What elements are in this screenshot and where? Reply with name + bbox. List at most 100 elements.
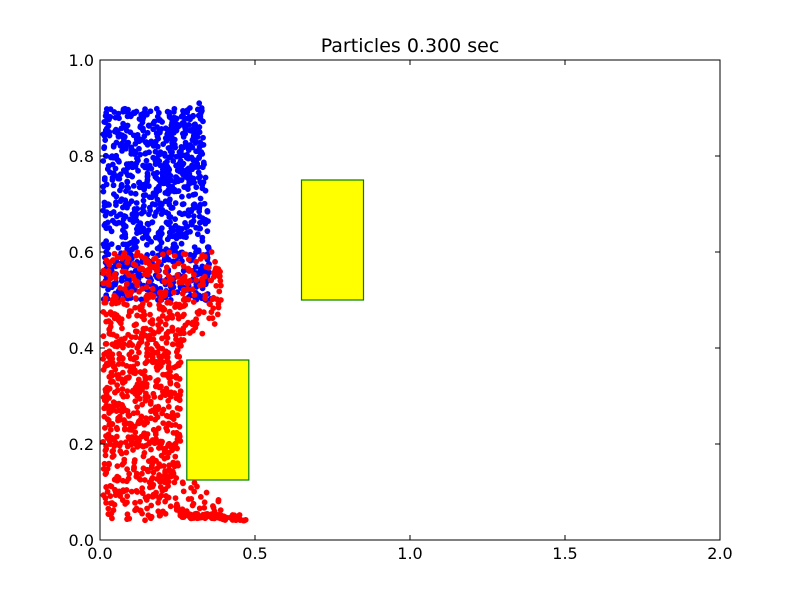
particle-0-fill-668: [135, 271, 142, 278]
particle-1-fill-696: [152, 429, 159, 436]
particle-1-fill-773: [150, 294, 156, 300]
particle-1-fill-240: [124, 270, 131, 277]
particle-1-fill-767: [138, 265, 145, 272]
particle-1-fill-613: [175, 360, 182, 367]
particle-1-fill-705: [136, 395, 143, 402]
particle-0-fill-479: [105, 251, 112, 258]
particle-1-fill-408: [101, 405, 108, 412]
particle-1-fill-832: [210, 274, 217, 280]
particle-1-fill-140: [165, 403, 172, 410]
particle-1-fill-874: [145, 493, 152, 500]
particle-1-fill-899: [110, 447, 117, 454]
particle-0-fill-553: [152, 156, 159, 162]
particle-0-fill-850: [122, 197, 129, 204]
particle-0-fill-326: [143, 241, 150, 248]
particle-0-fill-524: [135, 167, 141, 174]
particle-1-fill-837: [166, 249, 173, 256]
particle-0-fill-673: [131, 206, 138, 212]
particle-0-fill-821: [193, 224, 200, 231]
particle-1-fill-747: [209, 315, 216, 322]
particle-1-fill-885: [155, 328, 162, 335]
particle-0-fill-379: [192, 121, 198, 128]
particle-0-fill-875: [115, 219, 122, 226]
particle-0-fill-886: [140, 125, 146, 132]
particle-1-fill-561: [174, 382, 181, 389]
particle-1-fill-678: [174, 445, 180, 452]
y-tick-label-2: 0.4: [69, 339, 94, 358]
particle-1-fill-284: [116, 400, 122, 407]
particle-0-fill-884: [178, 166, 185, 173]
particle-0-fill-554: [125, 106, 131, 113]
particle-1-fill-818: [213, 282, 220, 289]
particle-0-fill-35: [172, 200, 179, 206]
particle-0-fill-637: [196, 124, 203, 130]
particle-1-fill-401: [167, 503, 174, 510]
particle-1-fill-774: [139, 304, 145, 310]
particle-0-fill-705: [173, 162, 179, 169]
particle-1-fill-821: [156, 512, 163, 519]
particle-1-fill-888: [214, 296, 220, 303]
particle-1-fill-427: [185, 256, 192, 263]
particle-0-fill-843: [124, 113, 131, 120]
particle-1-fill-794: [201, 499, 208, 506]
particle-1-fill-870: [105, 354, 112, 360]
particle-0-fill-887: [183, 224, 190, 231]
particle-0-fill-844: [108, 210, 114, 217]
particle-1-fill-685: [153, 378, 160, 385]
particle-0-fill-577: [163, 219, 170, 226]
particle-0-fill-868: [181, 115, 188, 122]
particle-1-fill-203: [144, 505, 150, 512]
particle-1-21: [214, 311, 221, 318]
particle-0-fill-619: [145, 122, 152, 129]
particle-1-fill-765: [161, 351, 168, 357]
particle-1-fill-734: [161, 455, 168, 462]
particle-0-fill-313: [115, 244, 122, 251]
particle-0-fill-360: [142, 192, 149, 198]
particle-1-fill-867: [114, 491, 121, 498]
particle-0-fill-755: [158, 230, 165, 237]
particle-0-fill-644: [106, 201, 112, 208]
particle-1-fill-776: [172, 453, 179, 460]
particle-0-fill-791: [145, 183, 152, 189]
particle-1-fill-174: [124, 388, 131, 394]
particle-1-fill-796: [120, 341, 127, 347]
particle-1-fill-869: [216, 288, 223, 295]
particle-1-fill-416: [202, 295, 209, 302]
particle-0-fill-811: [123, 145, 129, 152]
particle-0-fill-870: [190, 134, 197, 141]
particle-1-fill-698: [215, 498, 222, 505]
particle-0-fill-840: [146, 164, 153, 171]
particle-1-fill-724: [203, 264, 210, 270]
particle-0-fill-801: [179, 120, 186, 126]
particle-0-fill-574: [179, 201, 186, 208]
particle-0-fill-835: [169, 204, 176, 211]
particle-0-fill-792: [202, 220, 209, 227]
particle-0-fill-891: [106, 132, 113, 139]
particle-0-fill-783: [182, 141, 189, 148]
particle-1-fill-575: [132, 429, 139, 436]
particle-1-fill-718: [105, 431, 112, 438]
particle-0-fill-137: [200, 134, 206, 141]
series-layer: [100, 100, 249, 524]
particle-1-fill-5: [137, 498, 144, 505]
particle-0-fill-825: [152, 140, 158, 147]
particle-0-fill-851: [164, 163, 171, 170]
particle-0-7: [196, 100, 203, 107]
x-tick-label-3: 1.5: [552, 544, 577, 563]
particle-0-fill-861: [200, 159, 207, 166]
particle-0-fill-523: [173, 176, 180, 182]
particle-1-fill-559: [131, 322, 138, 329]
particle-0-fill-646: [100, 183, 107, 190]
particle-1-fill-739: [129, 439, 136, 446]
particle-0-fill-335: [158, 211, 165, 217]
particle-0-fill-765: [157, 201, 164, 208]
particle-1-fill-523: [147, 336, 154, 343]
particle-0-fill-682: [128, 148, 135, 154]
particle-1-fill-737: [174, 272, 181, 278]
particle-0-fill-440: [120, 167, 127, 174]
particle-1-fill-788: [144, 292, 151, 299]
particle-1-fill-373: [165, 314, 172, 321]
particle-0-fill-592: [127, 216, 133, 223]
particle-1-fill-612: [119, 369, 126, 376]
particle-1-fill-37: [175, 327, 181, 333]
